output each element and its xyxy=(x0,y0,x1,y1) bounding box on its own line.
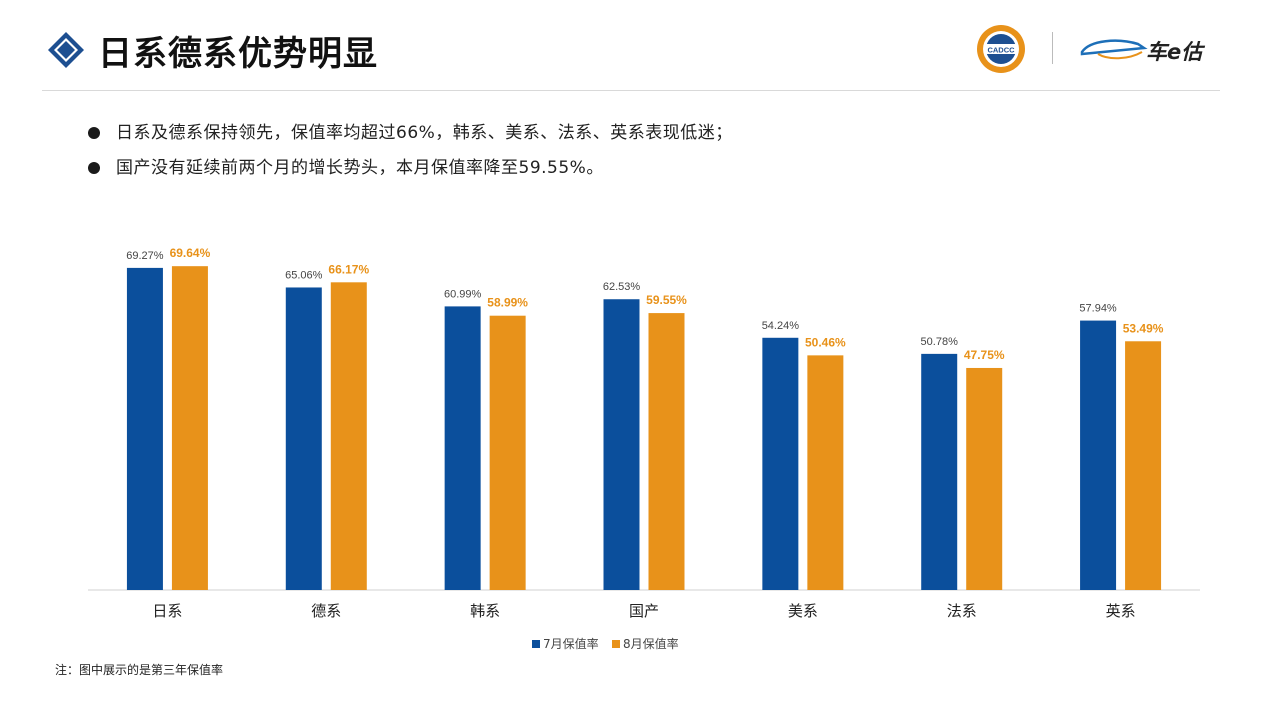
header-divider xyxy=(42,90,1220,91)
bar-august xyxy=(807,355,844,590)
footnote: 注：图中展示的是第三年保值率 xyxy=(55,663,224,677)
bullet-item: 国产没有延续前两个月的增长势头，本月保值率降至59.55%。 xyxy=(88,153,733,188)
data-label-july: 50.78% xyxy=(921,336,959,348)
data-label-august: 58.99% xyxy=(487,296,528,310)
legend-august-label: 8月保值率 xyxy=(623,636,679,651)
bar-july xyxy=(126,267,163,590)
x-tick-label: 法系 xyxy=(947,602,977,620)
bullet-item: 日系及德系保持领先，保值率均超过66%，韩系、美系、法系、英系表现低迷； xyxy=(88,118,733,153)
legend-july-swatch xyxy=(532,640,540,648)
data-label-july: 69.27% xyxy=(126,250,164,262)
bar-august xyxy=(171,266,208,590)
data-label-august: 59.55% xyxy=(646,293,687,307)
data-label-july: 62.53% xyxy=(603,281,641,293)
logo-separator xyxy=(1052,32,1053,64)
data-label-july: 65.06% xyxy=(285,269,323,281)
data-label-july: 60.99% xyxy=(444,288,482,300)
data-label-august: 50.46% xyxy=(805,335,846,349)
legend-july-label: 7月保值率 xyxy=(543,636,599,651)
bar-july xyxy=(1080,320,1117,590)
bar-chart: 69.27% 69.64% 日系 65.06% 66.17% 德系 60.99% 58.99%… xyxy=(88,246,1200,651)
page-title: 日系德系优势明显 xyxy=(98,34,378,74)
x-tick-label: 英系 xyxy=(1106,602,1136,620)
bullet-text: 国产没有延续前两个月的增长势头，本月保值率降至59.55%。 xyxy=(116,158,604,178)
bullet-list: 日系及德系保持领先，保值率均超过66%，韩系、美系、法系、英系表现低迷； 国产没… xyxy=(88,118,733,188)
x-tick-label: 日系 xyxy=(152,602,182,620)
cadcc-logo-text: CADCC xyxy=(987,46,1015,55)
data-label-august: 53.49% xyxy=(1123,321,1164,335)
legend-august-swatch xyxy=(612,640,620,648)
bar-july xyxy=(603,299,640,590)
diamond-icon xyxy=(48,32,84,68)
brand-logo-text: 车e估 xyxy=(1146,40,1203,64)
cadcc-logo: CADCC xyxy=(977,25,1025,73)
x-tick-label: 美系 xyxy=(788,602,818,620)
x-tick-label: 国产 xyxy=(629,602,659,620)
bar-july xyxy=(285,287,322,590)
bar-july xyxy=(762,337,799,590)
bar-july xyxy=(444,306,481,590)
bullet-text: 日系及德系保持领先，保值率均超过66%，韩系、美系、法系、英系表现低迷； xyxy=(116,123,733,143)
bar-august xyxy=(648,313,685,590)
data-label-august: 66.17% xyxy=(328,262,369,276)
data-label-august: 69.64% xyxy=(170,246,211,260)
x-tick-label: 韩系 xyxy=(470,602,500,620)
bullet-dot-icon xyxy=(88,162,100,174)
bar-august xyxy=(1125,341,1162,590)
car-logo-icon xyxy=(1080,39,1148,60)
bar-august xyxy=(330,282,367,590)
data-label-august: 47.75% xyxy=(964,348,1005,362)
bar-august xyxy=(489,315,526,590)
bar-august xyxy=(966,367,1003,590)
bullet-dot-icon xyxy=(88,127,100,139)
page-header: 日系德系优势明显 CADCC 车e估 xyxy=(0,0,1267,92)
data-label-july: 57.94% xyxy=(1079,303,1117,315)
x-tick-label: 德系 xyxy=(311,602,341,620)
bar-july xyxy=(921,353,958,590)
data-label-july: 54.24% xyxy=(762,320,800,332)
